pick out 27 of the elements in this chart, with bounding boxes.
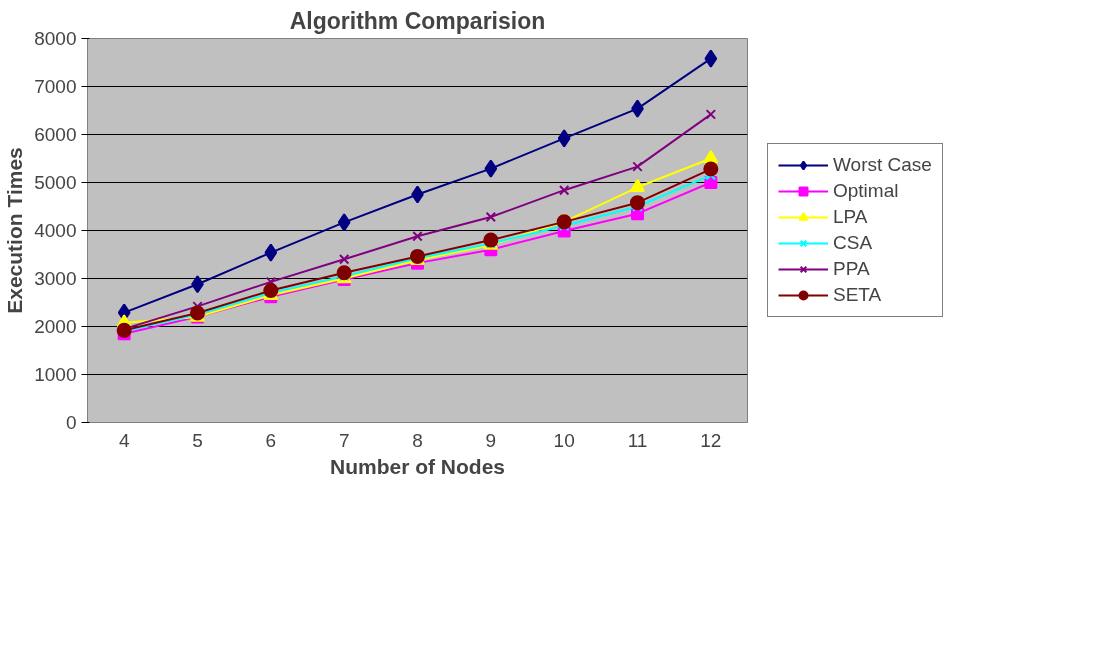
y-tick-label: 6000 bbox=[34, 124, 77, 145]
x-tick-label: 10 bbox=[553, 429, 575, 451]
legend-label: Optimal bbox=[833, 180, 899, 202]
y-axis-title: Execution Times bbox=[3, 147, 27, 314]
x-tick-label: 11 bbox=[627, 429, 648, 451]
y-tick-label: 8000 bbox=[34, 28, 77, 49]
x-tick-label: 8 bbox=[412, 429, 423, 451]
legend-label: SETA bbox=[833, 284, 882, 306]
x-tick-label: 6 bbox=[265, 429, 277, 451]
legend-label: Worst Case bbox=[833, 154, 932, 176]
chart-title: Algorithm Comparision bbox=[289, 7, 546, 34]
y-tick-label: 5000 bbox=[34, 172, 77, 193]
x-tick-label: 12 bbox=[700, 429, 722, 451]
x-tick-label: 5 bbox=[192, 429, 203, 451]
x-tick-label: 9 bbox=[485, 429, 497, 451]
y-tick-label: 2000 bbox=[34, 316, 77, 337]
legend-label: PPA bbox=[833, 258, 870, 280]
legend-label: LPA bbox=[833, 206, 868, 228]
y-tick-label: 0 bbox=[65, 412, 77, 433]
y-tick-label: 4000 bbox=[34, 220, 77, 241]
y-tick-label: 3000 bbox=[34, 268, 77, 289]
y-tick-label: 1000 bbox=[34, 364, 77, 385]
x-tick-label: 4 bbox=[118, 429, 130, 451]
y-tick-label: 7000 bbox=[34, 76, 77, 97]
x-axis-title: Number of Nodes bbox=[329, 454, 506, 478]
legend-label: CSA bbox=[833, 232, 873, 254]
x-tick-label: 7 bbox=[338, 429, 350, 451]
